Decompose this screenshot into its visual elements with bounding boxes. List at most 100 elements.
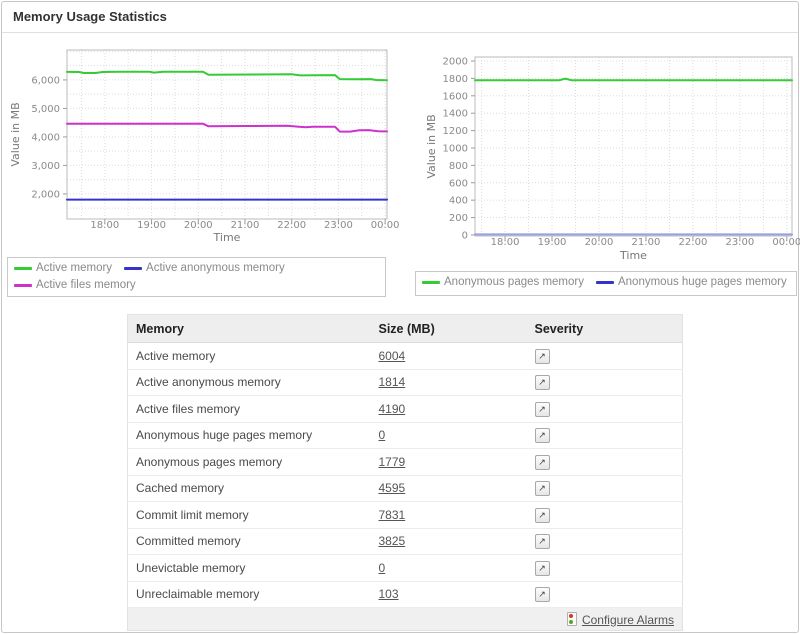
- memory-name-cell: Active files memory: [127, 395, 371, 423]
- svg-text:21:00: 21:00: [632, 237, 661, 248]
- svg-text:4,000: 4,000: [31, 132, 60, 143]
- size-link[interactable]: 3825: [378, 534, 406, 549]
- memory-name-cell: Commit limit memory: [127, 501, 371, 529]
- svg-text:Time: Time: [213, 231, 241, 244]
- legend-item: Active files memory: [14, 277, 136, 294]
- svg-text:400: 400: [449, 196, 468, 207]
- svg-text:20:00: 20:00: [184, 220, 213, 231]
- size-link[interactable]: 103: [378, 587, 399, 602]
- size-link[interactable]: 0: [378, 560, 386, 575]
- memory-name-cell: Anonymous huge pages memory: [127, 422, 371, 449]
- table-row: Active files memory 4190 ↗: [127, 395, 683, 423]
- svg-text:Value in MB: Value in MB: [9, 102, 22, 166]
- severity-history-icon[interactable]: ↗: [534, 507, 550, 523]
- svg-text:600: 600: [449, 178, 468, 189]
- svg-text:19:00: 19:00: [137, 220, 166, 231]
- anonymous-memory-chart-legend: Anonymous pages memory Anonymous huge pag…: [415, 271, 797, 296]
- memory-name-cell: Active memory: [127, 342, 371, 370]
- svg-text:19:00: 19:00: [538, 237, 567, 248]
- svg-text:3,000: 3,000: [31, 161, 60, 172]
- series-line: [474, 77, 793, 82]
- svg-text:1400: 1400: [443, 109, 468, 120]
- table-row: Commit limit memory 7831 ↗: [127, 501, 683, 529]
- svg-text:23:00: 23:00: [725, 237, 754, 248]
- active-memory-chart: 2,000 3,000 4,000 5,000 6,000 18:00 19:00 20:00…: [9, 49, 400, 244]
- legend-color-dash-icon: [124, 267, 143, 270]
- legend-item: Anonymous pages memory: [422, 274, 584, 291]
- svg-text:5,000: 5,000: [31, 104, 60, 115]
- svg-text:1000: 1000: [443, 143, 468, 154]
- svg-text:22:00: 22:00: [678, 237, 707, 248]
- legend-color-dash-icon: [422, 281, 440, 284]
- svg-text:800: 800: [449, 161, 468, 172]
- size-link[interactable]: 0: [378, 428, 386, 443]
- column-header-memory: Memory: [127, 314, 371, 343]
- legend-item: Active anonymous memory: [124, 260, 285, 277]
- svg-text:1800: 1800: [443, 74, 468, 85]
- severity-history-icon[interactable]: ↗: [534, 534, 550, 550]
- size-link[interactable]: 4190: [378, 401, 406, 416]
- legend-label: Anonymous pages memory: [444, 276, 584, 288]
- alarm-traffic-light-icon: [566, 611, 577, 626]
- memory-table-header: Memory Size (MB) Severity: [127, 314, 683, 343]
- svg-text:2,000: 2,000: [31, 189, 60, 200]
- svg-text:1200: 1200: [443, 126, 468, 137]
- svg-text:22:00: 22:00: [277, 220, 306, 231]
- severity-history-icon[interactable]: ↗: [534, 560, 550, 576]
- memory-name-cell: Unevictable memory: [127, 554, 371, 582]
- memory-name-cell: Active anonymous memory: [127, 369, 371, 396]
- size-link[interactable]: 6004: [378, 348, 406, 363]
- column-header-severity: Severity: [526, 314, 683, 343]
- legend-label: Active memory: [36, 262, 113, 274]
- legend-label: Active files memory: [36, 279, 136, 291]
- legend-item: Anonymous huge pages memory: [595, 274, 787, 291]
- table-row: Anonymous huge pages memory 0 ↗: [127, 422, 683, 449]
- svg-text:200: 200: [449, 213, 468, 224]
- svg-text:18:00: 18:00: [90, 220, 119, 231]
- table-row: Cached memory 4595 ↗: [127, 475, 683, 502]
- memory-name-cell: Unreclaimable memory: [127, 581, 371, 608]
- severity-history-icon[interactable]: ↗: [534, 481, 550, 497]
- svg-text:21:00: 21:00: [231, 220, 260, 231]
- memory-name-cell: Committed memory: [127, 528, 371, 555]
- table-row: Anonymous pages memory 1779 ↗: [127, 448, 683, 476]
- size-link[interactable]: 4595: [378, 481, 406, 496]
- active-memory-chart-legend: Active memory Active anonymous memory Acti…: [7, 257, 386, 297]
- legend-item: Active memory: [14, 260, 112, 277]
- svg-text:1600: 1600: [443, 91, 468, 102]
- svg-text:0: 0: [462, 230, 468, 241]
- legend-color-dash-icon: [595, 281, 614, 284]
- memory-table: Memory Size (MB) Severity Active memory 6…: [127, 314, 683, 631]
- severity-history-icon[interactable]: ↗: [534, 375, 550, 391]
- severity-history-icon[interactable]: ↗: [534, 428, 550, 444]
- legend-color-dash-icon: [14, 267, 32, 270]
- anonymous-memory-chart: 0 200 400 600 800 1000 1200 1400 1600 1800 2000 18:…: [425, 56, 800, 262]
- series-line: [66, 70, 388, 82]
- memory-table-footer: Configure Alarms: [127, 607, 683, 631]
- column-header-size: Size (MB): [370, 314, 527, 343]
- svg-text:23:00: 23:00: [324, 220, 353, 231]
- svg-text:18:00: 18:00: [491, 237, 520, 248]
- legend-label: Active anonymous memory: [146, 262, 285, 274]
- legend-color-dash-icon: [14, 284, 32, 287]
- series-line: [66, 122, 388, 133]
- panel-title-bar: Memory Usage Statistics: [2, 2, 798, 33]
- svg-text:Time: Time: [619, 249, 647, 262]
- configure-alarms-link[interactable]: Configure Alarms: [581, 612, 674, 627]
- table-row: Unevictable memory 0 ↗: [127, 554, 683, 582]
- severity-history-icon[interactable]: ↗: [534, 348, 550, 364]
- svg-text:00:00: 00:00: [371, 220, 400, 231]
- severity-history-icon[interactable]: ↗: [534, 587, 550, 603]
- table-row: Committed memory 3825 ↗: [127, 528, 683, 555]
- severity-history-icon[interactable]: ↗: [534, 401, 550, 417]
- size-link[interactable]: 1814: [378, 375, 406, 390]
- svg-text:20:00: 20:00: [585, 237, 614, 248]
- size-link[interactable]: 1779: [378, 454, 406, 469]
- svg-text:00:00: 00:00: [772, 237, 800, 248]
- severity-history-icon[interactable]: ↗: [534, 454, 550, 470]
- table-row: Active anonymous memory 1814 ↗: [127, 369, 683, 396]
- table-row: Unreclaimable memory 103 ↗: [127, 581, 683, 608]
- size-link[interactable]: 7831: [378, 507, 406, 522]
- svg-text:6,000: 6,000: [31, 75, 60, 86]
